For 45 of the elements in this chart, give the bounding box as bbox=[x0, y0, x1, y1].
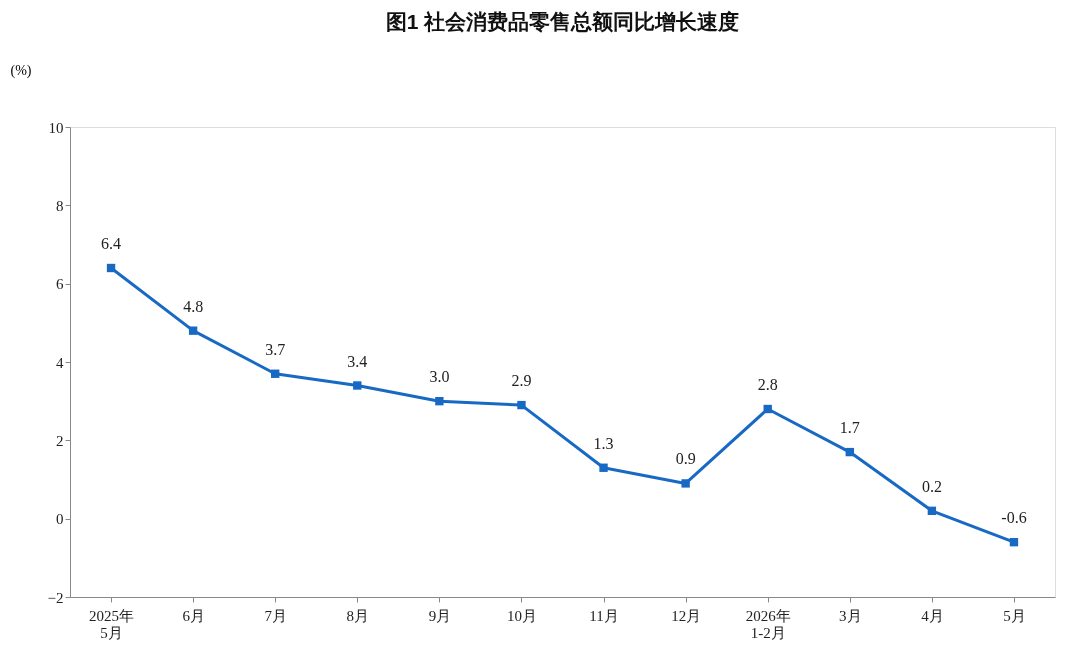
x-tick-label: 3月 bbox=[839, 607, 862, 624]
point bbox=[599, 463, 608, 472]
point bbox=[927, 506, 937, 516]
point bbox=[763, 404, 772, 414]
point bbox=[106, 263, 116, 273]
x-tick-label: 12月 bbox=[671, 607, 702, 624]
text: 4.8 bbox=[183, 297, 204, 315]
chart-title: 图1 社会消费品零售总额同比增长速度 bbox=[385, 10, 740, 33]
point bbox=[188, 326, 198, 335]
point bbox=[517, 400, 526, 410]
point bbox=[845, 447, 854, 457]
y-axis-title: (%) bbox=[10, 62, 32, 79]
y-tick-label: −2 bbox=[47, 589, 64, 606]
y-tick-label: 6 bbox=[56, 276, 64, 293]
x-tick-label: 7月 bbox=[264, 607, 287, 624]
x-tick-label: 4月 bbox=[921, 607, 944, 624]
point bbox=[271, 369, 280, 378]
text: 3.4 bbox=[347, 352, 368, 370]
x-tick-label: 2025年 5月 bbox=[89, 607, 135, 641]
text: 3.7 bbox=[265, 340, 286, 358]
point bbox=[1009, 537, 1019, 547]
x-tick-label: 8月 bbox=[346, 607, 370, 624]
y-tick-label: 8 bbox=[56, 197, 64, 214]
text: 1.7 bbox=[839, 419, 860, 437]
point bbox=[681, 479, 690, 488]
text: -0.6 bbox=[1001, 509, 1027, 527]
x-tick-label: 5月 bbox=[1003, 607, 1026, 624]
point bbox=[353, 381, 362, 390]
y-tick-label: 10 bbox=[48, 119, 64, 136]
y-tick-label: 4 bbox=[56, 354, 64, 371]
x-tick-label: 11月 bbox=[589, 607, 619, 624]
x-tick-label: 2026年 1-2月 bbox=[745, 607, 791, 641]
x-tick-label: 10月 bbox=[506, 607, 537, 624]
text: 2.8 bbox=[757, 376, 778, 393]
x-tick-label: 6月 bbox=[182, 607, 205, 624]
y-tick-label: 2 bbox=[56, 432, 64, 449]
text: 0.9 bbox=[675, 450, 696, 468]
text: 3.0 bbox=[429, 368, 450, 386]
text: 1.3 bbox=[593, 434, 614, 452]
text: 2.9 bbox=[511, 372, 532, 390]
text: 6.4 bbox=[101, 235, 122, 252]
point bbox=[435, 396, 444, 406]
x-tick-label: 9月 bbox=[428, 607, 452, 624]
y-tick-label: 0 bbox=[56, 511, 64, 528]
text: 0.2 bbox=[921, 477, 942, 495]
